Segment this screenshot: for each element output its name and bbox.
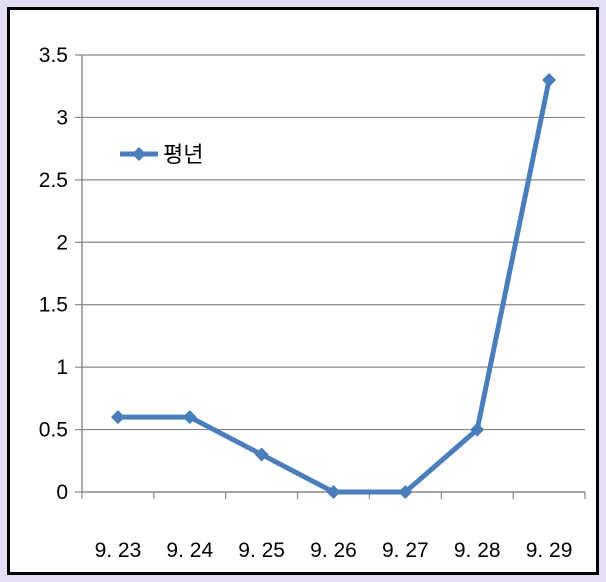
x-tick-label: 9. 26 — [310, 539, 357, 562]
chart-frame — [7, 7, 599, 575]
data-point — [398, 485, 413, 499]
data-point — [182, 410, 197, 425]
x-tick-label: 9. 23 — [95, 539, 142, 562]
series-line — [115, 77, 552, 495]
x-tick-label: 9. 29 — [526, 539, 573, 562]
y-tick-label: 2 — [56, 231, 68, 254]
data-point — [542, 72, 557, 87]
x-axis: 9. 23 9. 24 9. 25 9. 26 9. 27 9. 28 9. 29 — [81, 491, 586, 562]
y-axis: 0 0.5 1 1.5 2 2.5 3 3.5 — [39, 44, 83, 504]
x-tick-label: 9. 28 — [454, 539, 501, 562]
legend-diamond-marker — [132, 147, 146, 161]
legend: 평년 — [120, 143, 203, 168]
data-point — [326, 485, 341, 499]
data-point — [110, 410, 125, 425]
x-tick-label: 9. 27 — [382, 539, 429, 562]
gridlines — [82, 54, 585, 431]
series-layer — [110, 72, 557, 499]
data-point — [254, 447, 269, 462]
y-tick-label: 1 — [56, 356, 68, 379]
legend-label: 평년 — [163, 143, 203, 168]
y-tick-label: 1.5 — [39, 294, 68, 317]
y-tick-label: 0.5 — [39, 419, 68, 442]
y-tick-label: 0 — [56, 481, 68, 504]
y-tick-label: 2.5 — [39, 169, 68, 192]
x-tick-label: 9. 24 — [166, 539, 213, 562]
x-tick-label: 9. 25 — [238, 539, 285, 562]
y-tick-label: 3 — [56, 106, 68, 129]
y-tick-label: 3.5 — [39, 44, 68, 67]
data-point — [470, 422, 485, 437]
